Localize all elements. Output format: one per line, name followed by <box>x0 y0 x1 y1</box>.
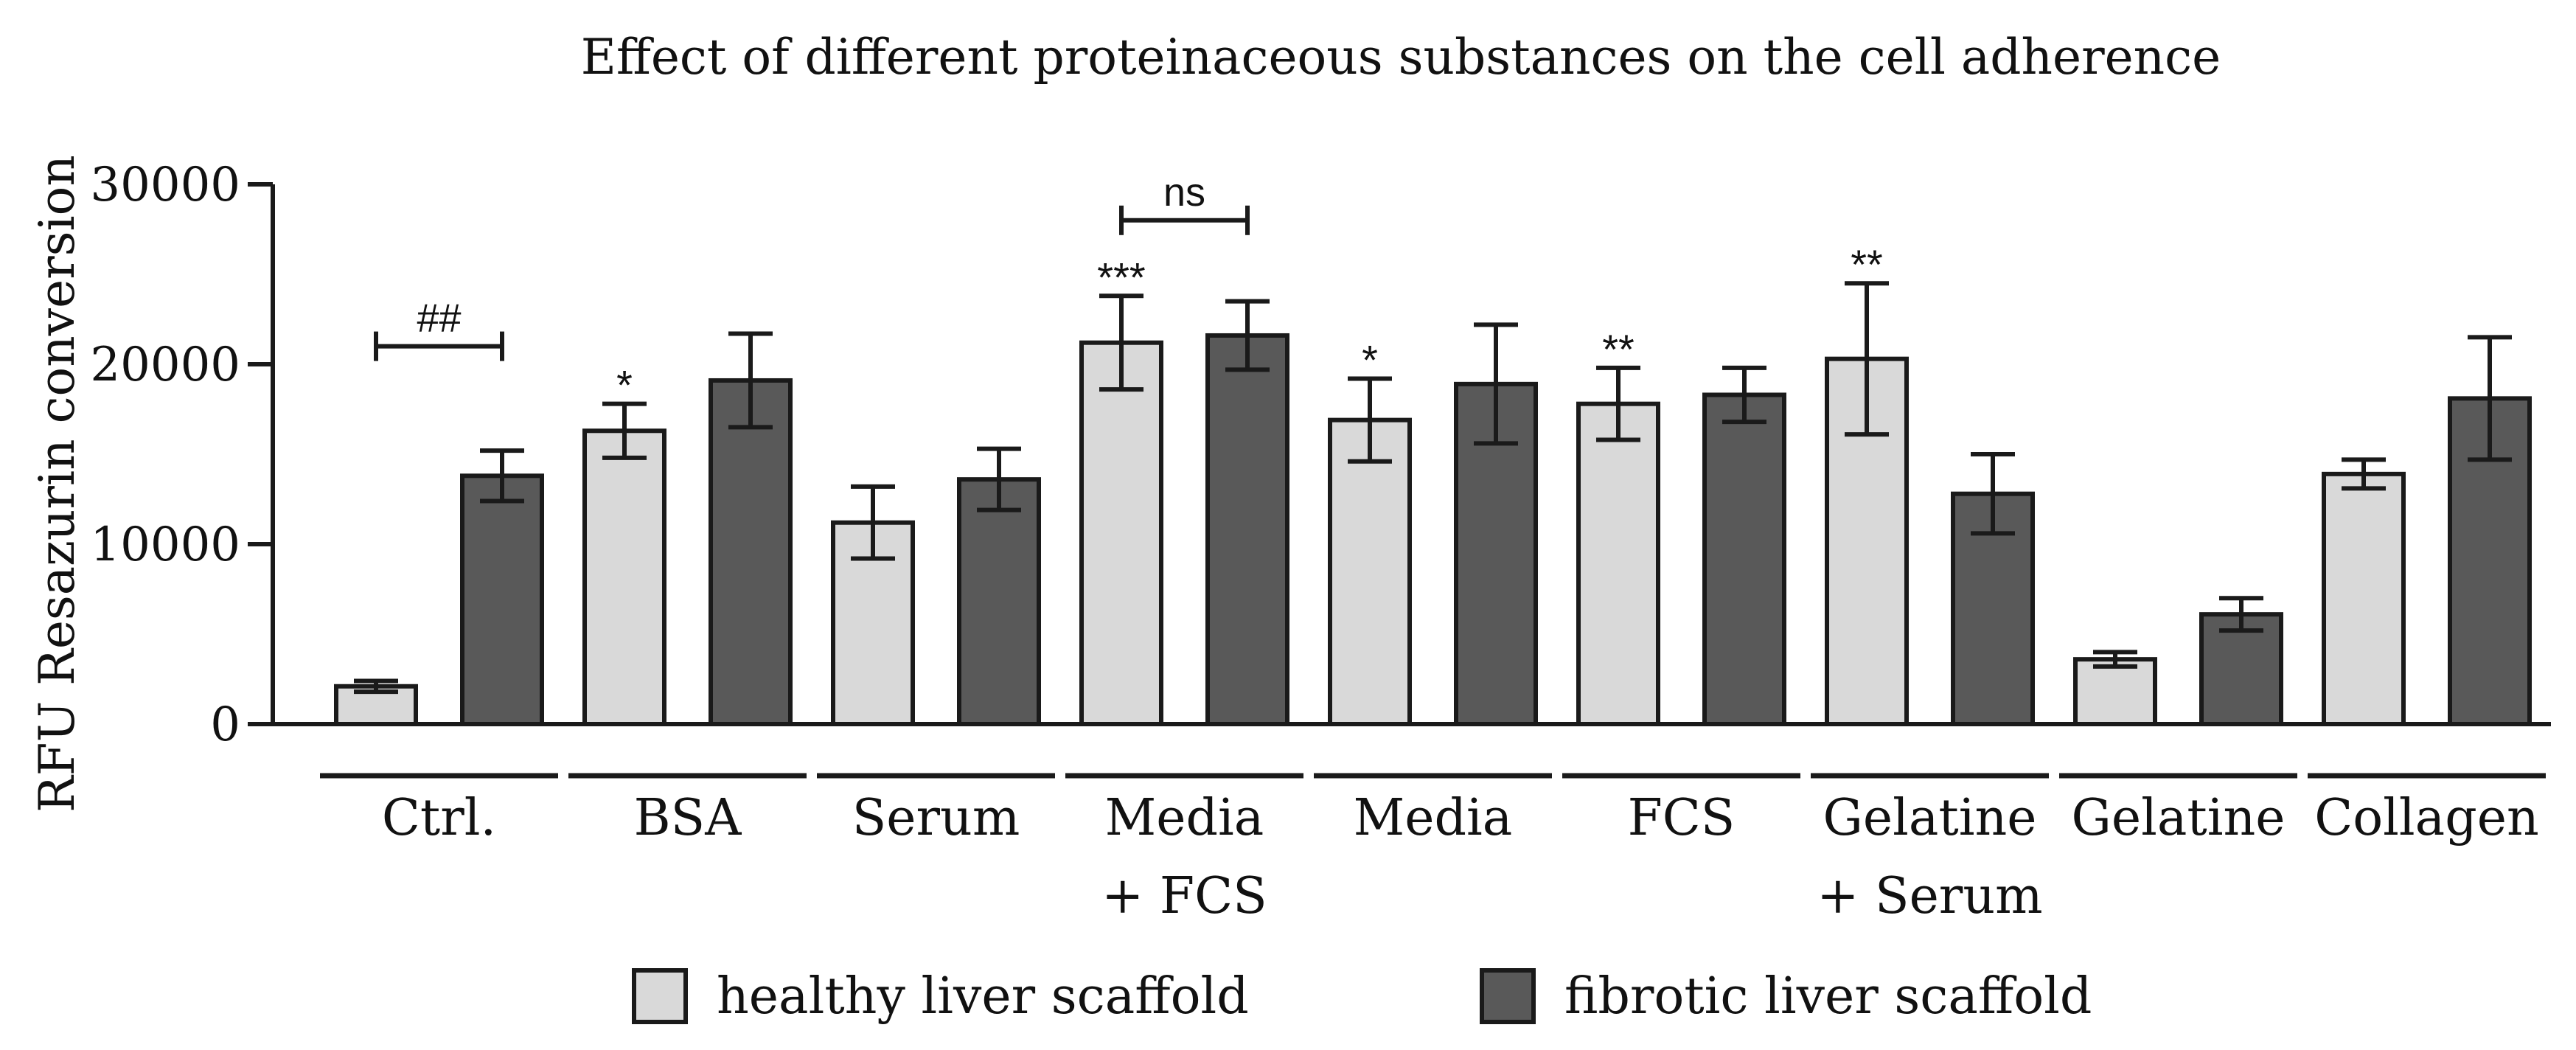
legend-label: healthy liver scaffold <box>717 967 1249 1026</box>
y-tick-label: 0 <box>210 698 240 752</box>
bar-healthy <box>2073 657 2157 726</box>
category-label: + FCS <box>1101 867 1267 925</box>
legend-swatch-fibrotic <box>1480 968 1536 1024</box>
y-tick-label: 10000 <box>90 518 240 572</box>
bar-fibrotic <box>1205 333 1289 726</box>
bar-healthy <box>1328 417 1412 726</box>
y-tick-label: 30000 <box>90 158 240 212</box>
significance-star: * <box>616 362 633 408</box>
bar-healthy <box>2322 471 2406 727</box>
category-label: Serum <box>852 789 1020 847</box>
category-label: + Serum <box>1817 867 2042 925</box>
category-label: FCS <box>1628 789 1736 847</box>
bar-fibrotic <box>1702 392 1786 726</box>
category-label: Gelatine <box>2072 789 2286 847</box>
chart-title: Effect of different proteinaceous substa… <box>581 29 2221 86</box>
category-label: Media <box>1105 789 1264 847</box>
bar-healthy <box>1079 340 1163 727</box>
bar-fibrotic <box>957 477 1041 726</box>
category-label: BSA <box>634 789 742 847</box>
significance-star: *** <box>1097 254 1145 300</box>
legend-label: fibrotic liver scaffold <box>1564 967 2092 1026</box>
category-label: Ctrl. <box>382 789 496 847</box>
comparison-label: ns <box>1163 170 1205 215</box>
significance-star: ** <box>1851 241 1883 288</box>
category-label: Gelatine <box>1823 789 2037 847</box>
y-axis-label: RFU Resazurin conversion <box>29 155 86 813</box>
significance-star: ** <box>1602 326 1635 372</box>
y-tick-label: 20000 <box>90 338 240 392</box>
bar-healthy <box>582 428 666 727</box>
category-label: Media <box>1354 789 1513 847</box>
bar-fibrotic <box>460 473 544 727</box>
bar-fibrotic <box>709 378 793 727</box>
legend-swatch-healthy <box>632 968 688 1024</box>
bar-healthy <box>1576 401 1660 726</box>
significance-star: * <box>1362 337 1378 383</box>
comparison-label: ## <box>417 296 461 341</box>
category-label: Collagen <box>2314 789 2539 847</box>
